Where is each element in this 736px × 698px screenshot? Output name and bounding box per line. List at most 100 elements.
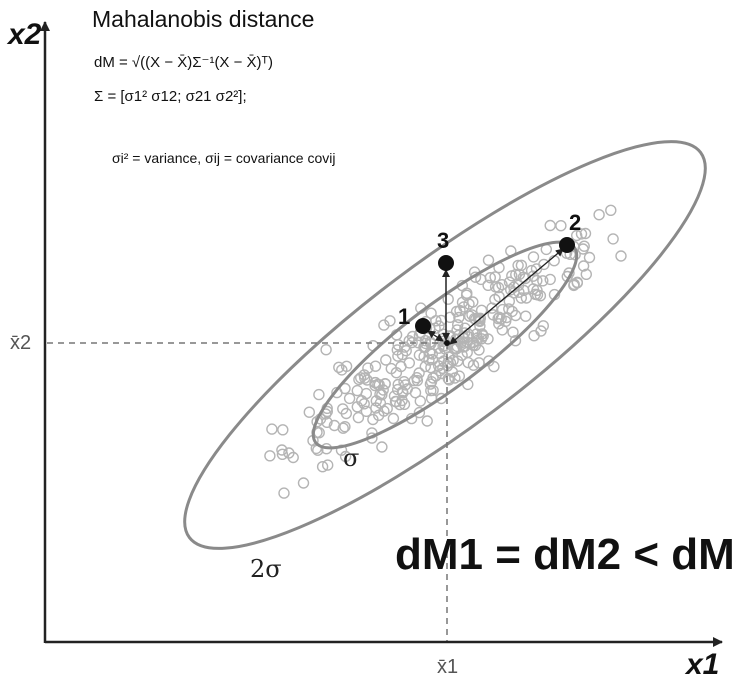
scatter-point (578, 240, 590, 252)
scatter-point (406, 336, 418, 349)
scatter-point (367, 413, 379, 426)
scatter-point (447, 354, 459, 367)
scatter-point (583, 251, 596, 264)
scatter-point (380, 354, 392, 366)
scatter-point (577, 260, 590, 272)
scatter-point (339, 450, 352, 463)
scatter-point (343, 392, 356, 405)
mean-x2-label: x̄2 (10, 332, 32, 354)
scatter-point (426, 353, 439, 366)
scatter-point (316, 461, 329, 473)
scatter-point (379, 378, 391, 390)
scatter-point (392, 339, 404, 351)
covariance-matrix-formula: Σ = [σ1² σ12; σ21 σ2²]; (94, 88, 247, 105)
formula-legend: σi² = variance, σij = covariance covij (112, 150, 336, 166)
scatter-point (426, 348, 438, 360)
scatter-point (607, 233, 619, 245)
scatter-point (313, 388, 325, 401)
scatter-point (283, 447, 295, 459)
scatter-point (442, 373, 454, 385)
arrow-to-point-2 (449, 248, 564, 345)
scatter-point (392, 378, 404, 391)
scatter-point (340, 360, 353, 372)
scatter-point (568, 279, 580, 292)
point-3-label: 3 (437, 228, 450, 253)
scatter-point (430, 315, 442, 327)
scatter-point (266, 423, 278, 435)
scatter-point (328, 419, 341, 432)
scatter-point (437, 362, 449, 374)
scatter-point (320, 344, 332, 356)
point-1-label: 1 (398, 304, 411, 329)
distance-formula: dM = √((X − X̄)Σ⁻¹(X − X̄)ᵀ) (94, 54, 274, 71)
scatter-point (425, 361, 437, 374)
scatter-point (575, 228, 588, 240)
mean-x1-label: x̄1 (437, 656, 459, 678)
scatter-point (473, 344, 485, 356)
distance-comparison: dM1 = dM2 < dM3 (395, 530, 736, 579)
scatter-point (358, 398, 370, 410)
scatter-point (398, 398, 411, 410)
scatter-point (528, 330, 540, 342)
scatter-point (467, 359, 480, 371)
scatter-point (322, 459, 334, 471)
scatter-point (408, 374, 420, 387)
scatter-point (520, 310, 532, 322)
scatter-point (276, 448, 289, 460)
scatter-point (580, 268, 592, 280)
scatter-point (387, 412, 400, 425)
scatter-point (369, 360, 382, 372)
two-sigma-ellipse-label: 2σ (250, 555, 282, 583)
scatter-point (482, 254, 495, 266)
scatter-point (413, 406, 426, 419)
x-axis-label: x1 (686, 648, 720, 681)
diagram-title: Mahalanobis distance (92, 6, 315, 32)
scatter-point (527, 251, 540, 263)
scatter-point (333, 361, 345, 373)
scatter-point (555, 219, 567, 232)
center-point (444, 340, 450, 346)
scatter-point (278, 487, 290, 499)
scatter-point (297, 477, 310, 489)
scatter-point (373, 409, 385, 421)
point-2-label: 2 (569, 210, 582, 235)
scatter-point (388, 390, 401, 402)
scatter-point (571, 229, 583, 242)
scatter-point (421, 415, 433, 427)
scatter-point (427, 384, 439, 397)
scatter-point (433, 347, 446, 359)
scatter-point (467, 296, 479, 308)
scatter-point (264, 450, 276, 462)
scatter-point (544, 219, 556, 232)
scatter-point (424, 378, 437, 390)
scatter-point (411, 374, 424, 387)
scatter-point (605, 204, 617, 217)
scatter-point (355, 372, 367, 384)
scatter-point (303, 406, 315, 418)
scatter-point (403, 357, 415, 369)
scatter-point (276, 444, 288, 456)
scatter-point (376, 441, 388, 453)
scatter-point (370, 402, 382, 414)
scatter-point (400, 345, 412, 357)
scatter-point (362, 362, 374, 374)
scatter-point (430, 370, 442, 382)
scatter-point (277, 424, 289, 436)
scatter-point (615, 250, 627, 262)
arrow-to-point-1 (427, 330, 444, 342)
scatter-point (372, 378, 384, 391)
point-2 (559, 237, 575, 253)
y-axis-label: x2 (8, 18, 42, 51)
scatter-point (483, 355, 495, 367)
scatter-point (378, 319, 390, 331)
sigma-ellipse-label: σ (343, 444, 360, 472)
scatter-point (391, 344, 403, 356)
scatter-point (537, 275, 549, 287)
scatter-point (579, 227, 592, 240)
scatter-point (339, 382, 351, 395)
scatter-point (321, 416, 333, 428)
scatter-point (449, 372, 461, 384)
scatter-point (337, 403, 349, 415)
scatter-point (352, 411, 365, 424)
scatter-point (414, 395, 426, 407)
